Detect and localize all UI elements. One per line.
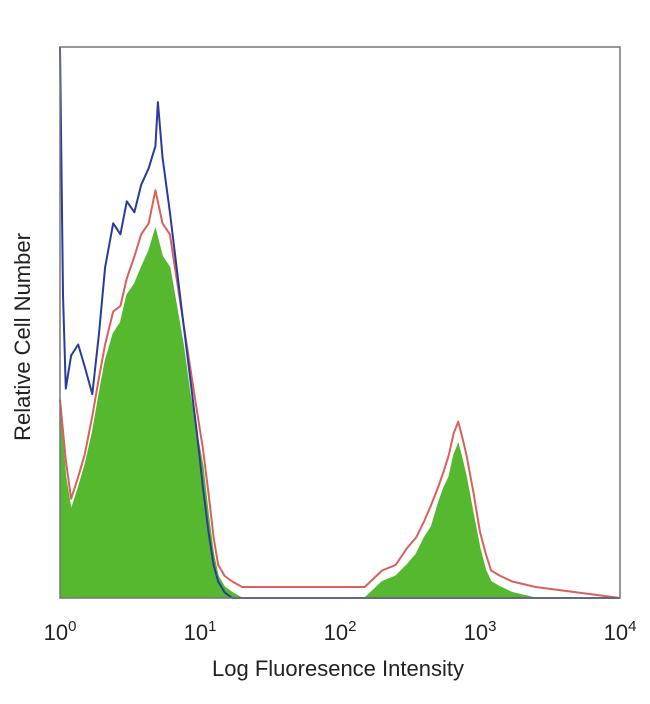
x-tick-label: 104 [604, 618, 637, 645]
x-tick-labels: 100 101 102 103 104 [44, 618, 637, 645]
series-2-histogram-line [59, 46, 620, 599]
x-tick-label: 101 [184, 618, 217, 645]
x-tick-label: 102 [324, 618, 357, 645]
x-tick-label: 103 [464, 618, 497, 645]
x-axis-label: Log Fluoresence Intensity [212, 656, 464, 681]
y-axis-label: Relative Cell Number [10, 233, 35, 441]
plot-area [59, 46, 621, 599]
x-tick-label: 100 [44, 618, 77, 645]
series-0-filled-histogram [59, 226, 620, 599]
series-1-histogram-line [59, 189, 621, 599]
plot-frame [59, 46, 621, 599]
